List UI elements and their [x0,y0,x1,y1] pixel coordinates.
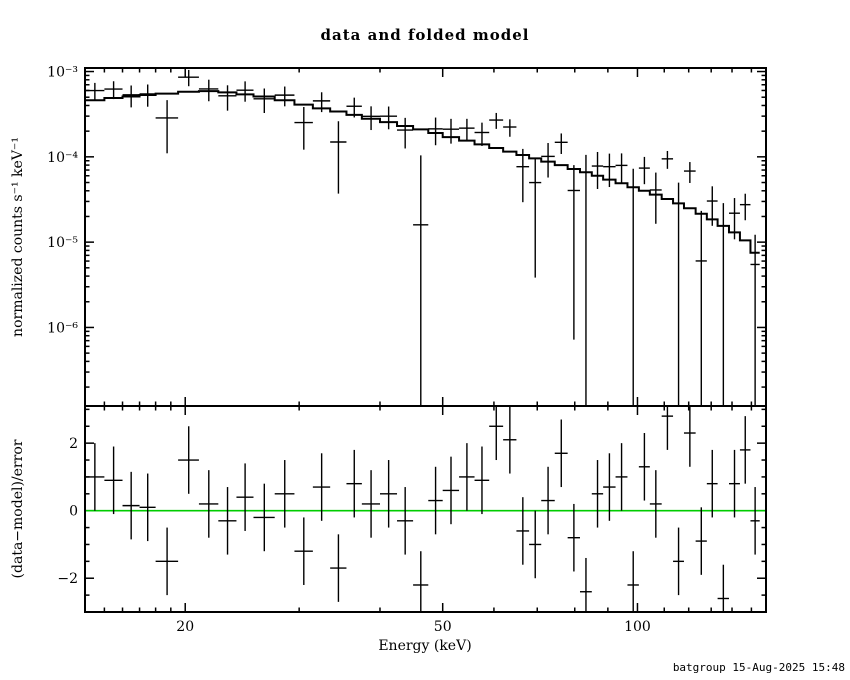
y-tick-label-top: 10⁻⁵ [47,235,78,251]
y-axis-label-bottom: (data−model)/error [10,439,26,578]
axis-ticks [85,68,766,612]
y-tick-label-bottom: 2 [69,436,78,452]
timestamp-footer: batgroup 15-Aug-2025 15:48 [673,661,845,674]
tick-labels: 20 50 100 10⁻³ 10⁻⁴ 10⁻⁵ 10⁻⁶ −2 0 2 [47,65,651,635]
x-tick-label: 100 [624,619,651,635]
y-tick-label-top: 10⁻³ [47,65,78,81]
chart-title: data and folded model [321,26,530,44]
y-tick-label-top: 10⁻⁶ [47,320,78,336]
residual-data-points [85,406,760,612]
y-axis-label-top: normalized counts s⁻¹ keV⁻¹ [10,137,26,337]
x-axis-label: Energy (keV) [378,638,471,654]
spectrum-data-points [85,69,760,406]
y-tick-label-bottom: 0 [69,504,78,520]
model-path [85,90,760,254]
y-tick-label-top: 10⁻⁴ [47,150,78,166]
x-tick-label: 50 [434,619,452,635]
panel-frames [84,67,767,613]
x-tick-label: 20 [176,619,194,635]
bottom-panel-frame [84,405,767,613]
y-tick-label-bottom: −2 [57,571,78,587]
top-panel-frame [84,67,767,407]
plot-layers: 20 50 100 10⁻³ 10⁻⁴ 10⁻⁵ 10⁻⁶ −2 0 2 [47,65,767,635]
model-step-line [85,90,760,254]
